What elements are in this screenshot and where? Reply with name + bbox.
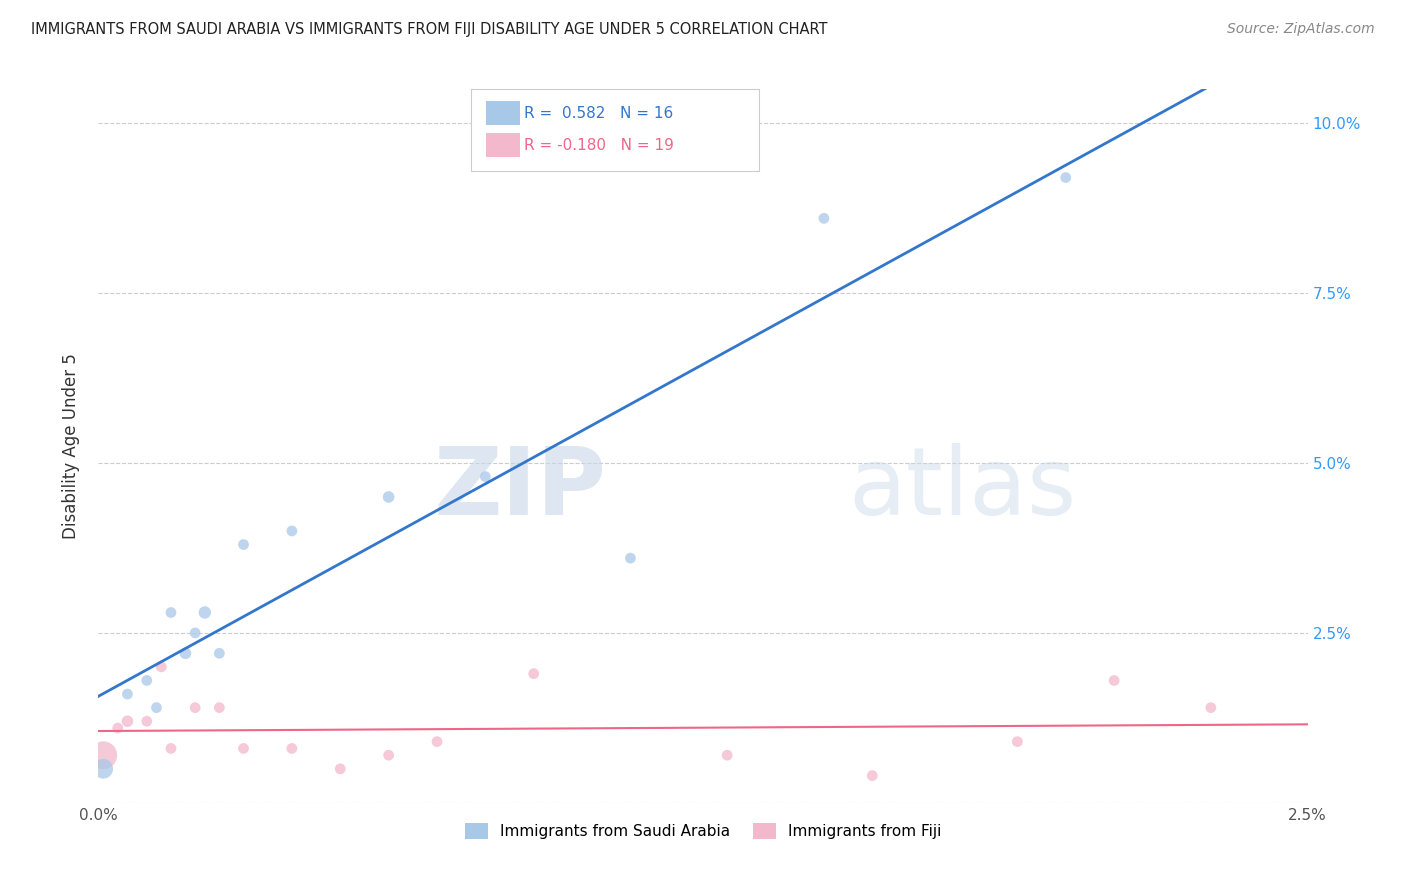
- Point: [135, 673, 157, 688]
- Point: [619, 551, 641, 566]
- Point: [184, 700, 207, 714]
- Point: [474, 469, 496, 483]
- Point: [150, 660, 173, 674]
- Point: [523, 666, 546, 681]
- Point: [117, 714, 139, 729]
- Y-axis label: Disability Age Under 5: Disability Age Under 5: [62, 353, 80, 539]
- Text: R = -0.180   N = 19: R = -0.180 N = 19: [524, 138, 675, 153]
- Point: [813, 211, 835, 226]
- Point: [860, 769, 883, 783]
- Point: [1054, 170, 1077, 185]
- Point: [716, 748, 738, 763]
- Point: [160, 606, 183, 620]
- Point: [91, 748, 114, 763]
- Text: atlas: atlas: [848, 442, 1077, 535]
- Point: [377, 748, 399, 763]
- Point: [1102, 673, 1125, 688]
- Point: [232, 537, 254, 551]
- Point: [281, 741, 304, 756]
- Point: [426, 734, 449, 748]
- Legend: Immigrants from Saudi Arabia, Immigrants from Fiji: Immigrants from Saudi Arabia, Immigrants…: [458, 817, 948, 845]
- Point: [281, 524, 304, 538]
- Text: ZIP: ZIP: [433, 442, 606, 535]
- Point: [377, 490, 399, 504]
- Point: [232, 741, 254, 756]
- Point: [117, 687, 139, 701]
- Point: [1007, 734, 1029, 748]
- Point: [1199, 700, 1222, 714]
- Point: [208, 646, 231, 660]
- Point: [174, 646, 197, 660]
- Point: [184, 626, 207, 640]
- Point: [208, 700, 231, 714]
- Point: [160, 741, 183, 756]
- Point: [91, 762, 114, 776]
- Point: [107, 721, 129, 735]
- Text: R =  0.582   N = 16: R = 0.582 N = 16: [524, 106, 673, 120]
- Text: Source: ZipAtlas.com: Source: ZipAtlas.com: [1227, 22, 1375, 37]
- Point: [135, 714, 157, 729]
- Text: IMMIGRANTS FROM SAUDI ARABIA VS IMMIGRANTS FROM FIJI DISABILITY AGE UNDER 5 CORR: IMMIGRANTS FROM SAUDI ARABIA VS IMMIGRAN…: [31, 22, 828, 37]
- Point: [194, 606, 217, 620]
- Point: [329, 762, 352, 776]
- Point: [145, 700, 167, 714]
